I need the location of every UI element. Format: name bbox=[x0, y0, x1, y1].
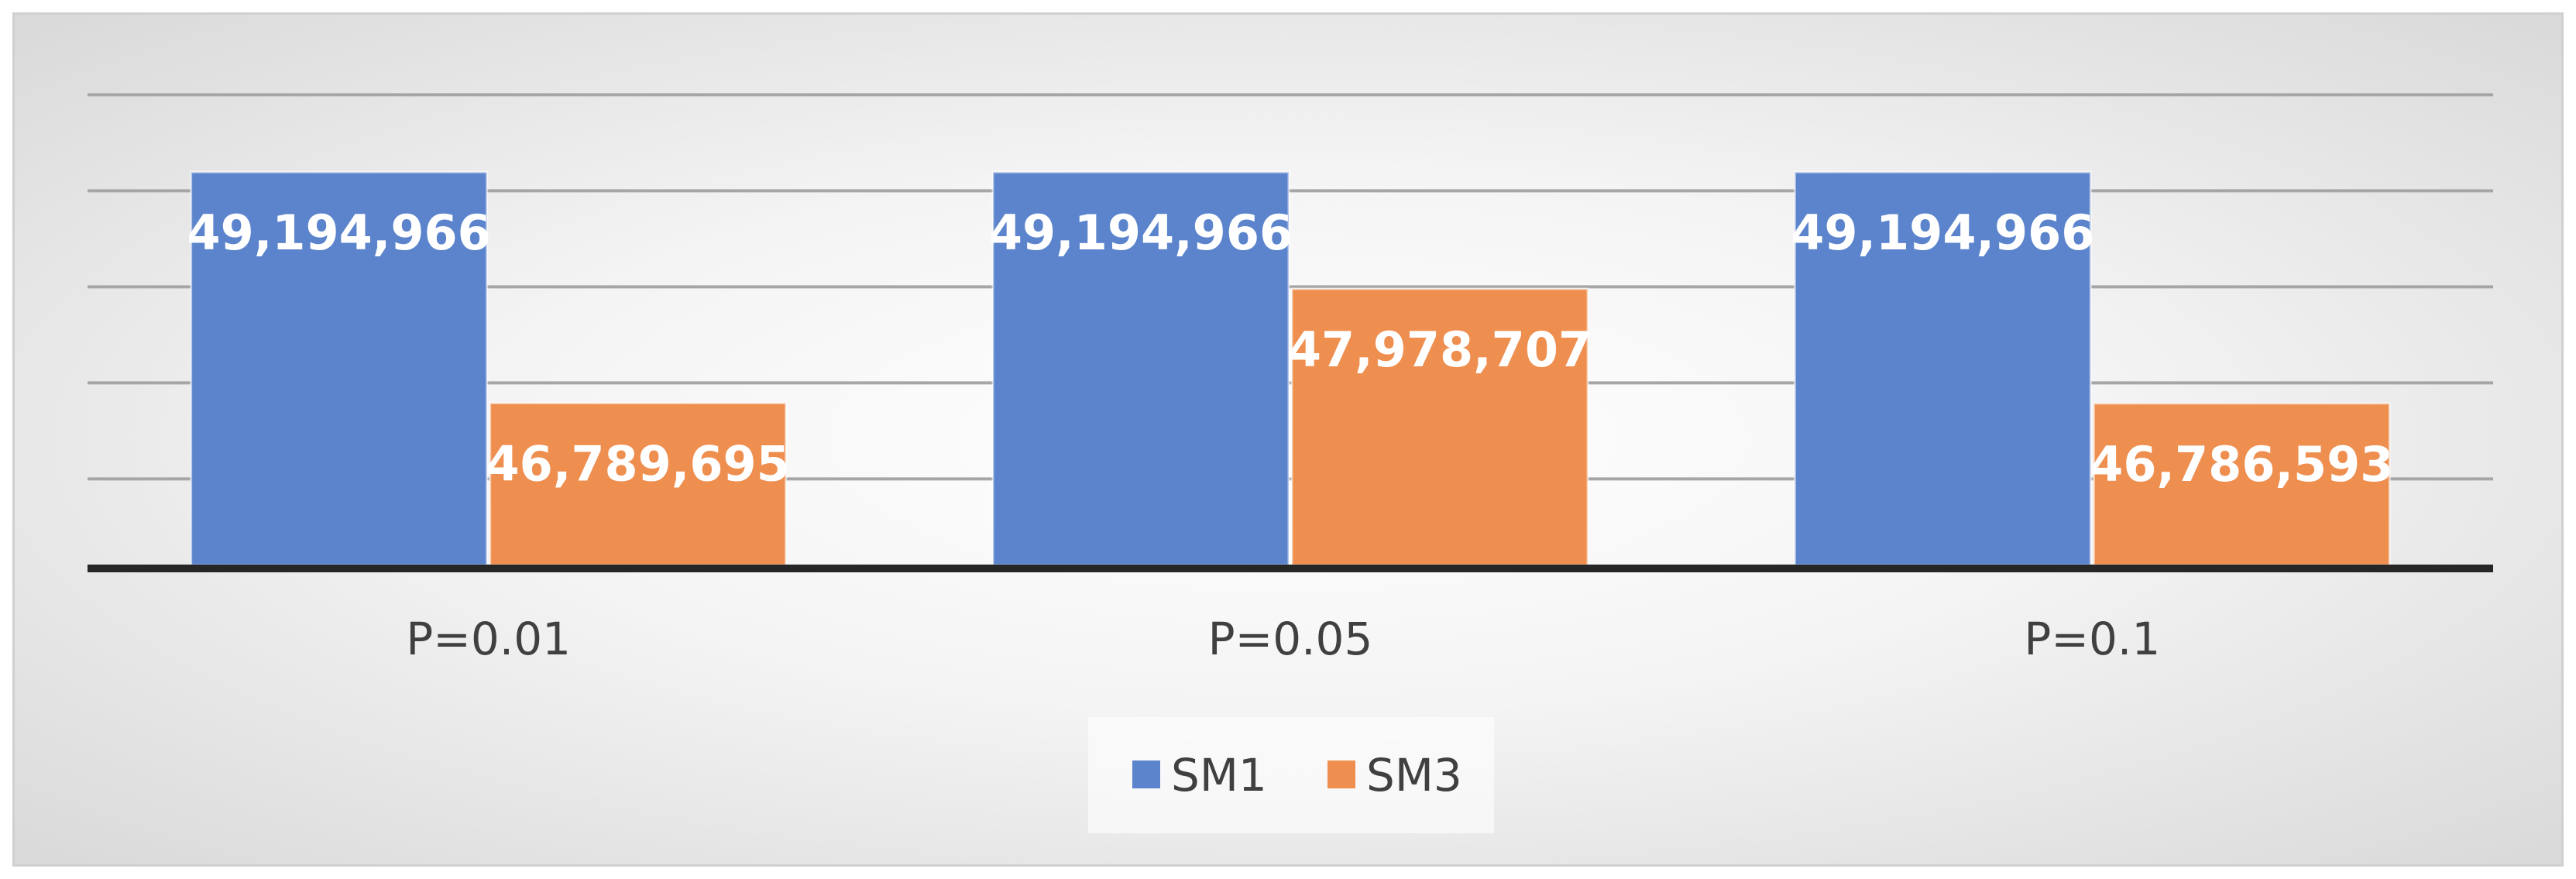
data-label: 49,194,966 bbox=[989, 204, 1293, 261]
category-label: P=0.1 bbox=[2024, 613, 2160, 665]
bar-chart: 49,194,966 46,789,695 P=0.01 49,194,966 47,9… bbox=[88, 93, 2493, 833]
bar-sm3-3 bbox=[2092, 402, 2391, 567]
data-label: 46,786,593 bbox=[2090, 436, 2393, 493]
bar-sm1-3 bbox=[1793, 170, 2092, 567]
data-label: 46,789,695 bbox=[486, 435, 790, 492]
legend-swatch-sm3 bbox=[1327, 761, 1355, 788]
bar-sm1-1 bbox=[190, 170, 489, 567]
legend-label-sm1: SM1 bbox=[1171, 749, 1267, 802]
data-label: 49,194,966 bbox=[1791, 204, 2094, 261]
legend-label-sm3: SM3 bbox=[1366, 749, 1462, 802]
category-label: P=0.05 bbox=[1208, 613, 1373, 665]
bar-sm1-2 bbox=[991, 170, 1290, 567]
legend-swatch-sm1 bbox=[1132, 761, 1160, 788]
data-label: 47,978,707 bbox=[1288, 321, 1592, 378]
data-label: 49,194,966 bbox=[187, 204, 491, 261]
category-label: P=0.01 bbox=[406, 613, 571, 665]
chart-area: 49,194,966 46,789,695 P=0.01 49,194,966 47,9… bbox=[12, 12, 2564, 867]
bar-sm3-2 bbox=[1290, 287, 1589, 567]
